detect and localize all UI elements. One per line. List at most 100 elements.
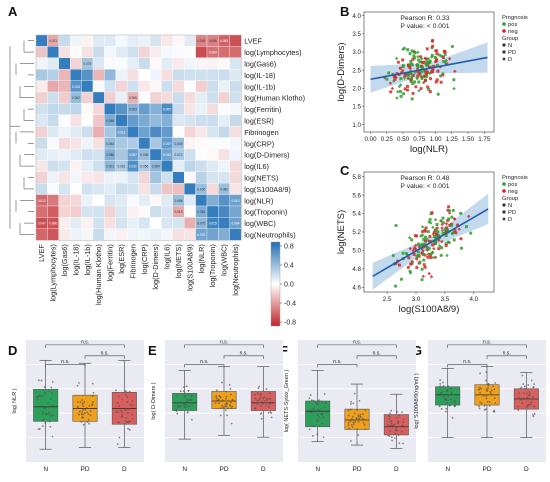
scatter-point: [445, 253, 449, 258]
significance-bracket: [45, 364, 86, 368]
significance-label: n.s.: [333, 359, 341, 365]
heatmap-cell: [127, 228, 139, 241]
jitter-point: [312, 434, 314, 437]
heatmap-cell: [47, 194, 59, 207]
significance-label: n.s.: [373, 350, 381, 356]
jitter-point: [225, 390, 228, 393]
jitter-point: [488, 400, 491, 403]
heatmap-cell: [206, 103, 219, 115]
scatter-point: [416, 50, 420, 55]
heatmap-cell: [172, 91, 185, 104]
scatter-point: [440, 226, 444, 230]
jitter-point: [229, 387, 232, 390]
jitter-point: [231, 398, 234, 401]
heatmap-cell: [206, 205, 219, 218]
scatter-point: [413, 243, 418, 248]
heatmap-cell: [184, 148, 196, 161]
heatmap-cell: [58, 137, 71, 150]
scatter-point: [420, 267, 424, 271]
jitter-point: [488, 404, 491, 407]
scatter-point: [439, 80, 443, 84]
heatmap-pvalue: 0.055: [175, 142, 183, 146]
heatmap-cell: [149, 217, 162, 229]
jitter-point: [454, 399, 456, 402]
jitter-point: [446, 399, 448, 402]
scatter-point: [411, 91, 415, 95]
scatter-point: [423, 229, 427, 233]
heatmap-cell: [81, 194, 94, 207]
jitter-point: [323, 393, 326, 395]
heatmap-cell: [184, 80, 196, 93]
jitter-point: [36, 396, 39, 398]
heatmap-cell: [35, 183, 48, 195]
box-d: [250, 391, 276, 411]
pvalue-annotation: P value: < 0.001: [400, 23, 449, 30]
scatter-point: [425, 248, 430, 252]
scatter-point: [416, 250, 420, 254]
scatter-point: [429, 275, 434, 279]
jitter-point: [215, 397, 218, 400]
jitter-point: [43, 391, 46, 394]
jitter-point: [525, 406, 528, 409]
legend-marker-n: [502, 43, 506, 47]
heatmap-col-label: log(Lymphocytes): [49, 244, 58, 301]
jitter-point: [485, 371, 488, 374]
jitter-point: [117, 421, 120, 424]
jitter-point: [352, 415, 354, 418]
heatmap-cell: [35, 69, 48, 81]
heatmap-cell: [47, 183, 59, 195]
jitter-point: [264, 399, 266, 402]
scatter-point: [408, 246, 413, 251]
heatmap-cell: [47, 137, 59, 150]
jitter-point: [221, 381, 223, 384]
heatmap-cell: [35, 91, 48, 104]
heatmap-col-label: log(CRP): [140, 244, 149, 274]
jitter-point: [493, 388, 496, 391]
y-axis-label: log( NETS-Sytox_Green ): [284, 370, 290, 433]
jitter-point: [357, 421, 360, 423]
scatter-point: [432, 255, 436, 260]
jitter-point: [124, 394, 127, 397]
heatmap-cell: [92, 205, 105, 218]
jitter-point: [225, 405, 228, 408]
jitter-point: [396, 416, 398, 419]
heatmap-cell: [184, 160, 196, 172]
jitter-point: [532, 396, 534, 398]
scatter-point: [444, 244, 448, 248]
jitter-point: [347, 424, 350, 427]
jitter-point: [256, 399, 259, 402]
jitter-point: [449, 387, 452, 390]
jitter-point: [175, 408, 178, 411]
jitter-point: [127, 427, 129, 430]
colorbar: [270, 241, 281, 327]
jitter-point: [117, 401, 119, 404]
jitter-point: [316, 414, 319, 417]
jitter-point: [353, 412, 356, 415]
heatmap-cell: [58, 148, 71, 161]
scatter-point: [450, 231, 454, 236]
jitter-point: [126, 400, 129, 403]
jitter-point: [77, 413, 80, 416]
scatter-point: [421, 66, 425, 70]
scatter-point: [457, 227, 461, 231]
heatmap-cell: [127, 183, 139, 195]
heatmap-cell: [70, 126, 82, 138]
scatter-point: [413, 234, 418, 238]
scatter-point: [403, 74, 407, 78]
heatmap-cell: [35, 34, 48, 47]
jitter-point: [186, 411, 189, 413]
heatmap-cell: [104, 217, 116, 229]
jitter-point: [317, 400, 320, 403]
heatmap-cell: [115, 57, 128, 70]
heatmap-cell: [81, 34, 94, 47]
heatmap-pvalue: 0.000: [197, 187, 205, 191]
legend-marker-pos: [502, 182, 506, 186]
panel-label-e: E: [148, 343, 157, 358]
scatter-point: [440, 246, 444, 250]
scatter-point: [406, 265, 410, 269]
heatmap-cell: [161, 217, 173, 229]
legend-item-pos: pos: [508, 22, 517, 28]
jitter-point: [228, 404, 231, 406]
scatter-point: [409, 78, 414, 82]
y-tick-label: 4.8: [352, 266, 361, 273]
